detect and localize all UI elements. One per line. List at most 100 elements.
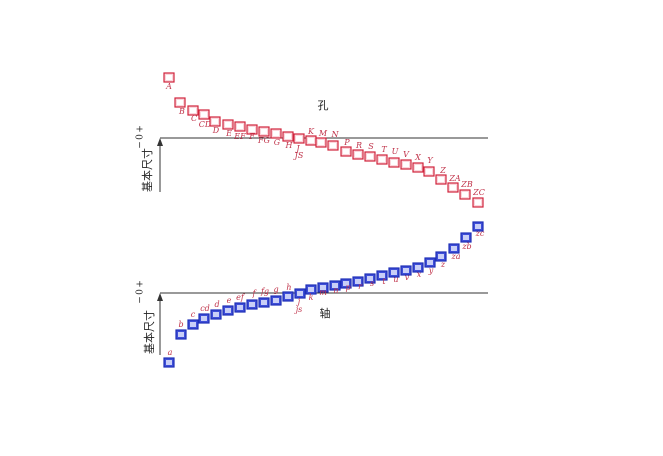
shaft-box-inner bbox=[178, 332, 184, 337]
shaft-box-inner bbox=[438, 254, 444, 259]
shaft-box-inner bbox=[379, 273, 385, 278]
shaft-box-inner bbox=[190, 322, 196, 327]
shaft-js-label: js bbox=[294, 305, 303, 314]
hole-label: S bbox=[368, 142, 374, 151]
hole-label: V bbox=[403, 150, 410, 159]
shaft-label: fg bbox=[260, 287, 269, 296]
shaft-arrow-head bbox=[157, 293, 163, 301]
hole-box-inner bbox=[308, 138, 314, 143]
shaft-label: b bbox=[178, 320, 183, 329]
hole-label: FG bbox=[257, 136, 271, 145]
hole-label: ZA bbox=[448, 174, 461, 183]
shaft-label: p bbox=[345, 283, 350, 292]
shaft-label: zb bbox=[461, 242, 471, 251]
shaft-label: u bbox=[393, 275, 398, 284]
shaft-box-inner bbox=[367, 276, 373, 281]
shaft-label: h bbox=[286, 283, 291, 292]
hole-label: CD bbox=[199, 120, 212, 129]
hole-label: K bbox=[307, 127, 315, 136]
hole-box-inner bbox=[318, 140, 324, 145]
hole-arrow-head bbox=[157, 138, 163, 146]
shaft-label: v bbox=[405, 273, 410, 282]
hole-box-inner bbox=[201, 112, 207, 117]
shaft-box-inner bbox=[273, 298, 279, 303]
shaft-label: a bbox=[168, 348, 173, 357]
hole-label: Z bbox=[439, 166, 446, 175]
shaft-label: j bbox=[296, 297, 301, 306]
hole-label: ZC bbox=[472, 188, 485, 197]
hole-box-inner bbox=[343, 149, 349, 154]
shaft-label: y bbox=[428, 266, 434, 275]
shaft-box-inner bbox=[391, 270, 397, 275]
hole-label: M bbox=[318, 129, 328, 138]
hole-box-inner bbox=[177, 100, 183, 105]
shaft-box-inner bbox=[427, 260, 433, 265]
hole-basic-size: 基本尺寸 bbox=[140, 148, 154, 192]
hole-plus: + bbox=[136, 125, 146, 133]
hole-box-inner bbox=[462, 192, 468, 197]
shaft-box-inner bbox=[213, 312, 219, 317]
shaft-label: t bbox=[382, 277, 386, 286]
hole-label: B bbox=[178, 107, 185, 116]
hole-label: G bbox=[274, 138, 281, 147]
hole-box-inner bbox=[475, 200, 481, 205]
hole-label: N bbox=[331, 130, 340, 139]
hole-box-inner bbox=[426, 169, 432, 174]
shaft-label: k bbox=[309, 293, 314, 302]
hole-label: D bbox=[212, 126, 220, 135]
shaft-basic-size: 基本尺寸 bbox=[142, 310, 156, 354]
hole-label: X bbox=[414, 153, 421, 162]
shaft-box-inner bbox=[297, 291, 303, 296]
shaft-label: z bbox=[440, 260, 446, 269]
shaft-label: m bbox=[319, 288, 327, 297]
shaft-label: x bbox=[417, 270, 422, 279]
shaft-label: c bbox=[191, 310, 196, 319]
hole-box-inner bbox=[438, 177, 444, 182]
hole-box-inner bbox=[450, 185, 456, 190]
shaft-box-inner bbox=[403, 268, 409, 273]
hole-minus: − bbox=[136, 141, 146, 149]
shaft-label: d bbox=[214, 300, 219, 309]
hole-box-inner bbox=[403, 162, 409, 167]
shaft-label: za bbox=[451, 252, 461, 261]
shaft-box-inner bbox=[201, 316, 207, 321]
shaft-label: f bbox=[252, 289, 258, 298]
shaft-minus: − bbox=[136, 296, 146, 304]
hole-box-inner bbox=[273, 131, 279, 136]
hole-label: F bbox=[248, 132, 255, 141]
hole-label: R bbox=[355, 141, 362, 150]
hole-box-inner bbox=[190, 108, 196, 113]
shaft-label: ef bbox=[236, 293, 246, 302]
hole-label: H bbox=[285, 141, 294, 150]
hole-box-inner bbox=[261, 129, 267, 134]
shaft-box-inner bbox=[355, 279, 361, 284]
shaft-box-inner bbox=[415, 265, 421, 270]
hole-box-inner bbox=[249, 127, 255, 132]
hole-label: EF bbox=[233, 132, 246, 141]
shaft-label: r bbox=[358, 282, 363, 291]
hole-zero: 0 bbox=[136, 134, 146, 140]
shaft-zero: 0 bbox=[136, 289, 146, 295]
hole-box-inner bbox=[166, 75, 172, 80]
hole-box-inner bbox=[367, 154, 373, 159]
shaft-box-inner bbox=[225, 308, 231, 313]
shaft-box-inner bbox=[249, 302, 255, 307]
shaft-box-inner bbox=[320, 285, 326, 290]
hole-box-inner bbox=[285, 134, 291, 139]
hole-label: ZB bbox=[460, 180, 473, 189]
hole-label: E bbox=[225, 129, 232, 138]
shaft-box-inner bbox=[237, 305, 243, 310]
shaft-label: g bbox=[273, 285, 278, 294]
hole-box-inner bbox=[379, 157, 385, 162]
hole-box-inner bbox=[415, 165, 421, 170]
shaft-title: 轴 bbox=[320, 306, 331, 320]
hole-box-inner bbox=[391, 160, 397, 165]
hole-box-inner bbox=[330, 143, 336, 148]
hole-box-inner bbox=[355, 152, 361, 157]
shaft-box-inner bbox=[308, 287, 314, 292]
shaft-label: e bbox=[227, 296, 232, 305]
hole-box-inner bbox=[296, 136, 302, 141]
shaft-label: zc bbox=[475, 229, 485, 238]
hole-label: Y bbox=[427, 156, 433, 165]
